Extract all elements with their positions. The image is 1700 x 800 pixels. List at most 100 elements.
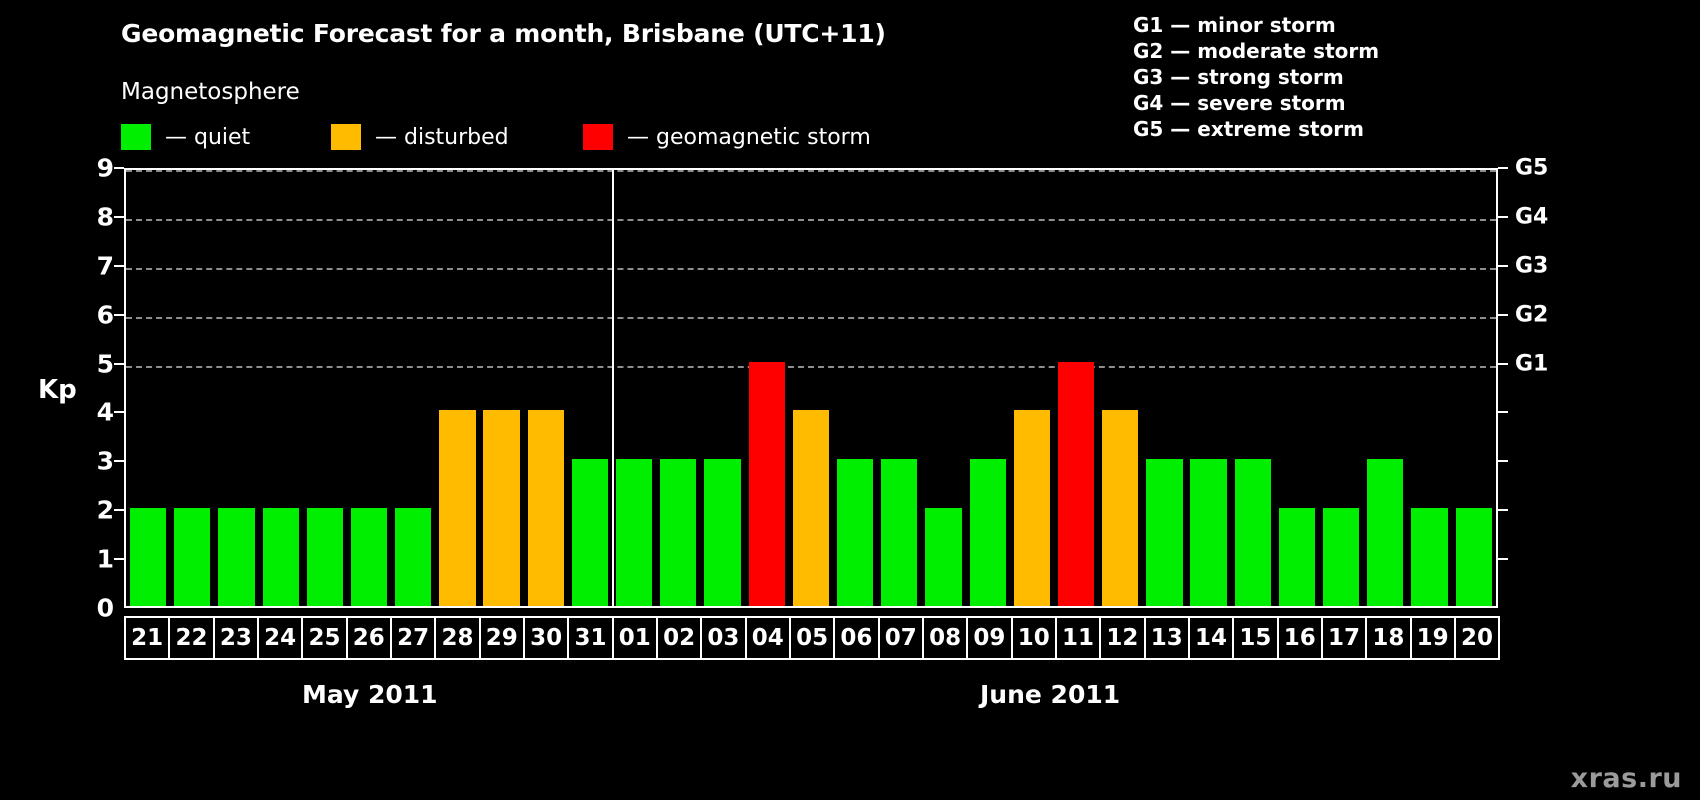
day-label: 02 xyxy=(655,616,703,660)
bar xyxy=(1367,459,1404,606)
bar xyxy=(1234,459,1271,606)
bar-slot xyxy=(259,170,303,606)
bar xyxy=(792,410,830,606)
bar-slot xyxy=(1407,170,1451,606)
y-tick-mark xyxy=(114,215,124,218)
bar xyxy=(1278,508,1316,606)
g-tick-mark-minor xyxy=(1498,509,1508,512)
bar xyxy=(1146,459,1183,606)
bar-slot xyxy=(656,170,700,606)
bar xyxy=(925,508,962,606)
bar-slot xyxy=(1231,170,1275,606)
day-label: 28 xyxy=(434,616,481,660)
y-tick-label: 7 xyxy=(96,251,114,281)
bar-slot xyxy=(700,170,744,606)
day-label: 17 xyxy=(1320,616,1368,660)
day-label: 05 xyxy=(788,616,836,660)
bar-slot xyxy=(568,170,612,606)
day-label: 16 xyxy=(1276,616,1323,660)
bar-slot xyxy=(1275,170,1319,606)
gscale-item: G2 — moderate storm xyxy=(1133,39,1380,63)
day-label: 01 xyxy=(611,616,658,660)
bar xyxy=(350,508,388,606)
day-label: 06 xyxy=(833,616,880,660)
day-label: 22 xyxy=(168,616,215,660)
magnetosphere-label: Magnetosphere xyxy=(121,79,300,105)
y-axis-title: Kp xyxy=(38,375,77,405)
bar xyxy=(483,410,520,606)
bars-layer xyxy=(126,170,1496,606)
bar xyxy=(571,459,609,606)
day-label: 31 xyxy=(567,616,614,660)
gscale-item: G3 — strong storm xyxy=(1133,65,1344,89)
gridline xyxy=(126,316,1496,319)
y-axis: 9 8 7 6 5 4 3 2 1 0 xyxy=(78,154,114,623)
y-tick-mark xyxy=(114,460,124,463)
bar xyxy=(704,459,741,606)
legend-label: — quiet xyxy=(165,124,251,150)
bar-slot xyxy=(170,170,214,606)
bar-slot xyxy=(435,170,479,606)
g-tick-mark xyxy=(1498,313,1508,316)
bar-slot xyxy=(524,170,568,606)
bar-slot xyxy=(966,170,1010,606)
g-tick-mark xyxy=(1498,215,1508,218)
bar xyxy=(306,508,343,606)
month-label: June 2011 xyxy=(980,680,1121,709)
bar-slot xyxy=(1054,170,1098,606)
y-tick-mark xyxy=(114,264,124,267)
gscale-item: G4 — severe storm xyxy=(1133,91,1346,115)
g-tick-mark-minor xyxy=(1498,460,1508,463)
y-tick-label: 1 xyxy=(96,544,114,574)
g-axis-label: G1 xyxy=(1515,351,1549,377)
bar xyxy=(748,361,785,606)
bar-slot xyxy=(480,170,524,606)
watermark: xras.ru xyxy=(1570,763,1682,794)
day-label: 23 xyxy=(212,616,259,660)
day-label: 18 xyxy=(1365,616,1412,660)
y-tick-label: 2 xyxy=(96,495,114,525)
bar xyxy=(881,459,918,606)
y-tick-label: 8 xyxy=(96,202,114,232)
y-tick-mark xyxy=(114,558,124,561)
day-label: 27 xyxy=(389,616,437,660)
y-tick-mark xyxy=(114,509,124,512)
y-tick-mark xyxy=(114,411,124,414)
bar xyxy=(1190,459,1227,606)
page-title: Geomagnetic Forecast for a month, Brisba… xyxy=(121,19,886,48)
bar-slot xyxy=(921,170,965,606)
gridline xyxy=(126,267,1496,270)
day-label: 25 xyxy=(301,616,348,660)
bar xyxy=(218,508,255,606)
bar-slot xyxy=(126,170,170,606)
g-tick-mark xyxy=(1498,264,1508,267)
bar xyxy=(969,459,1006,606)
g-tick-mark xyxy=(1498,362,1508,365)
day-label: 10 xyxy=(1010,616,1057,660)
bar xyxy=(616,459,653,606)
day-label: 03 xyxy=(700,616,747,660)
day-label: 07 xyxy=(877,616,924,660)
g-tick-mark-minor xyxy=(1498,411,1508,414)
bar xyxy=(527,410,564,606)
red-square-icon xyxy=(583,124,613,150)
bar xyxy=(1411,508,1448,606)
day-label: 20 xyxy=(1453,616,1501,660)
g-axis-label: G4 xyxy=(1515,204,1549,230)
bar-slot xyxy=(1452,170,1496,606)
legend-label: — geomagnetic storm xyxy=(627,124,871,150)
gridline xyxy=(126,218,1496,221)
bar xyxy=(836,459,874,606)
y-tick-label: 9 xyxy=(96,153,114,183)
legend-label: — disturbed xyxy=(375,124,509,150)
bar xyxy=(1455,508,1492,606)
bar-slot xyxy=(214,170,258,606)
day-axis: 21 22 23 24 25 26 27 28 29 30 31 01 02 03 04 05 06 07 08 09… xyxy=(124,616,1501,660)
bar-slot xyxy=(303,170,347,606)
g-tick-mark xyxy=(1498,167,1508,169)
bar-slot xyxy=(347,170,391,606)
y-tick-mark xyxy=(114,313,124,316)
g-axis-label: G3 xyxy=(1515,253,1549,279)
bar-slot xyxy=(1187,170,1231,606)
bar-slot xyxy=(1319,170,1363,606)
